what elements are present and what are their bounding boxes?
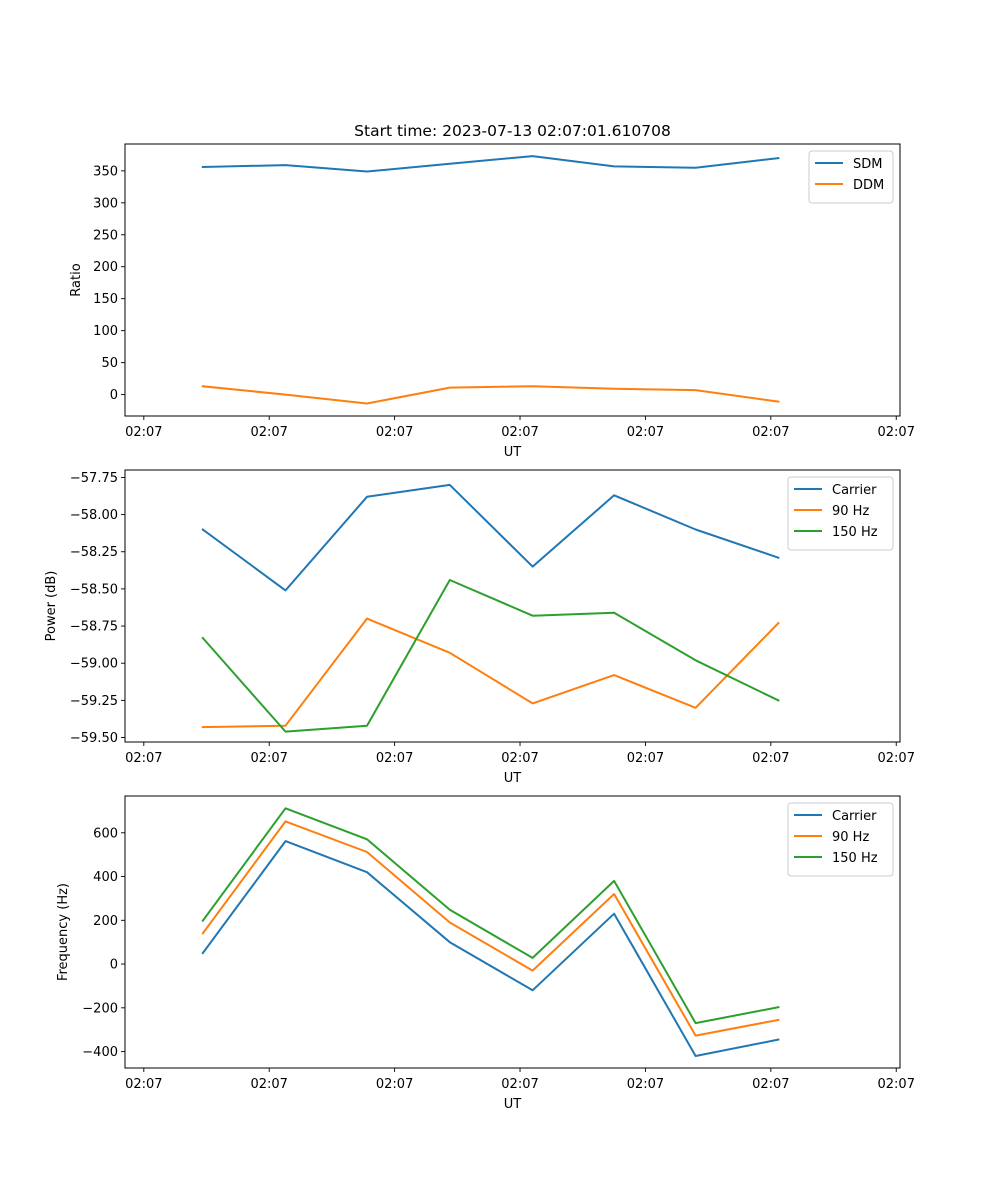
y-tick-label: 300 — [93, 196, 118, 211]
legend-label: Carrier — [832, 483, 877, 498]
legend: Carrier 90 Hz 150 Hz — [787, 476, 894, 551]
x-tick-label: 02:07 — [125, 1077, 162, 1092]
x-tick-label: 02:07 — [501, 425, 538, 440]
legend-label: 90 Hz — [832, 504, 869, 519]
y-tick-label: −59.50 — [70, 731, 118, 746]
y-tick-label: 400 — [93, 870, 118, 885]
series-line-90-hz — [201, 820, 780, 1037]
chart-panel-3: −400 −200 0 200 400 600 02:07 02:07 02:07 02:07 02… — [56, 795, 915, 1112]
legend: SDM DDM — [808, 150, 894, 204]
y-axis-label: Frequency (Hz) — [56, 883, 71, 981]
x-tick-label: 02:07 — [752, 1077, 789, 1092]
y-tick-label: −58.00 — [70, 508, 118, 523]
x-tick-label: 02:07 — [627, 1077, 664, 1092]
x-tick-label: 02:07 — [752, 751, 789, 766]
x-axis-label: UT — [504, 1097, 522, 1112]
x-tick-label: 02:07 — [627, 425, 664, 440]
legend-label: DDM — [853, 178, 884, 193]
legend-label: 150 Hz — [832, 851, 878, 866]
y-tick-label: −59.25 — [70, 694, 118, 709]
y-tick-label: 250 — [93, 228, 118, 243]
series-line-ddm — [201, 385, 780, 405]
legend-label: SDM — [853, 157, 882, 172]
series-line-150-hz — [201, 807, 780, 1025]
axes-frame — [124, 469, 901, 743]
legend: Carrier 90 Hz 150 Hz — [787, 802, 894, 877]
legend-label: Carrier — [832, 809, 877, 824]
x-tick-label: 02:07 — [125, 751, 162, 766]
legend-label: 150 Hz — [832, 525, 878, 540]
axes-frame — [124, 143, 901, 417]
x-tick-label: 02:07 — [376, 1077, 413, 1092]
chart-panel-1: 0 50 100 150 200 250 300 350 02:07 02:07 02:07 02:0… — [69, 143, 915, 460]
x-tick-label: 02:07 — [125, 425, 162, 440]
x-tick-label: 02:07 — [250, 751, 287, 766]
y-tick-label: 0 — [110, 388, 118, 403]
series-line-150-hz — [201, 579, 780, 733]
y-tick-label: −58.25 — [70, 545, 118, 560]
y-tick-label: 350 — [93, 164, 118, 179]
x-tick-label: 02:07 — [878, 425, 915, 440]
chart-panel-2: −59.50 −59.25 −59.00 −58.75 −58.50 −58.25 −58.… — [44, 469, 915, 786]
x-axis-label: UT — [504, 771, 522, 786]
y-tick-label: −57.75 — [70, 471, 118, 486]
y-tick-label: 200 — [93, 914, 118, 929]
legend-label: 90 Hz — [832, 830, 869, 845]
y-tick-label: 200 — [93, 260, 118, 275]
y-tick-label: −59.00 — [70, 657, 118, 672]
y-tick-label: 100 — [93, 324, 118, 339]
x-tick-label: 02:07 — [376, 425, 413, 440]
y-tick-label: 600 — [93, 826, 118, 841]
x-tick-label: 02:07 — [878, 1077, 915, 1092]
x-tick-label: 02:07 — [250, 425, 287, 440]
plot-area — [125, 144, 900, 416]
y-tick-label: 150 — [93, 292, 118, 307]
figure-title: Start time: 2023-07-13 02:07:01.610708 — [354, 122, 671, 140]
y-axis-label: Power (dB) — [44, 571, 59, 642]
y-tick-label: −400 — [82, 1045, 118, 1060]
series-line-carrier — [201, 483, 780, 592]
x-tick-label: 02:07 — [501, 751, 538, 766]
series-line-90-hz — [201, 617, 780, 729]
series-line-carrier — [201, 840, 780, 1057]
y-axis-label: Ratio — [69, 263, 84, 296]
x-tick-label: 02:07 — [627, 751, 664, 766]
x-tick-label: 02:07 — [250, 1077, 287, 1092]
y-tick-label: −58.50 — [70, 582, 118, 597]
plot-area — [125, 796, 900, 1068]
x-tick-label: 02:07 — [376, 751, 413, 766]
x-tick-label: 02:07 — [878, 751, 915, 766]
y-tick-label: −200 — [82, 1001, 118, 1016]
axes-frame — [124, 795, 901, 1069]
y-tick-label: 50 — [101, 356, 118, 371]
x-tick-label: 02:07 — [501, 1077, 538, 1092]
y-tick-label: −58.75 — [70, 620, 118, 635]
series-line-sdm — [201, 155, 780, 173]
x-axis-label: UT — [504, 445, 522, 460]
y-tick-label: 0 — [110, 958, 118, 973]
x-tick-label: 02:07 — [752, 425, 789, 440]
